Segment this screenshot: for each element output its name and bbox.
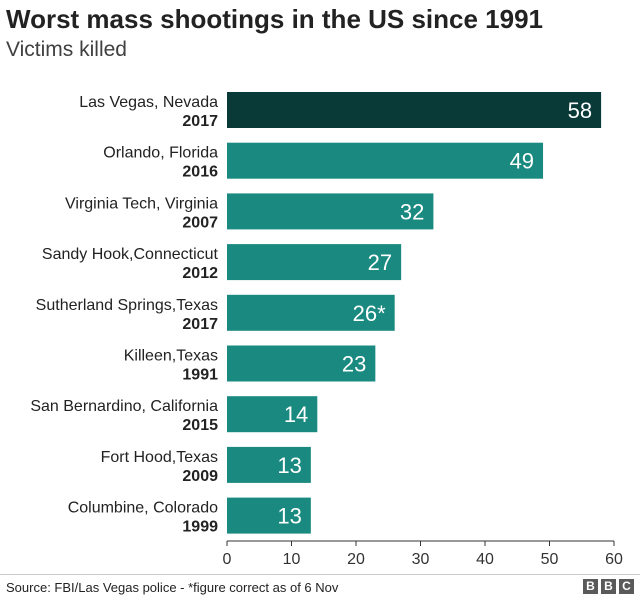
category-label: Sandy Hook,Connecticut [42, 246, 219, 263]
bbc-logo: B B C [583, 579, 634, 594]
category-label: Killeen,Texas [124, 348, 218, 365]
category-year-label: 2015 [182, 417, 218, 434]
bar-value-label: 13 [277, 453, 301, 478]
bar [227, 345, 376, 382]
bar-value-label: 49 [510, 149, 534, 174]
chart-subtitle: Victims killed [6, 38, 127, 61]
bar-value-label: 23 [342, 352, 366, 377]
bbc-logo-letter: B [583, 579, 598, 594]
category-label: Virginia Tech, Virginia [65, 195, 218, 212]
bar [227, 497, 311, 534]
bar [227, 396, 318, 433]
x-tick-label: 30 [412, 551, 430, 568]
x-tick-label: 50 [541, 551, 559, 568]
footer-divider [0, 574, 640, 575]
category-label: Las Vegas, Nevada [79, 94, 218, 111]
bar [227, 244, 402, 281]
category-year-label: 1999 [182, 519, 218, 536]
bar [227, 193, 434, 230]
bar-chart: 58 Las Vegas, Nevada 2017 49 Orlando, Florid… [30, 92, 623, 568]
category-label: Sutherland Springs,Texas [36, 297, 218, 314]
category-year-label: 2012 [182, 265, 218, 282]
chart-title: Worst mass shootings in the US since 199… [6, 4, 544, 34]
category-year-label: 2007 [182, 214, 218, 231]
x-tick-label: 10 [283, 551, 301, 568]
bar-value-label: 13 [277, 504, 301, 529]
bar-value-label: 58 [568, 98, 592, 123]
category-year-label: 2016 [182, 164, 218, 181]
x-tick-label: 0 [223, 551, 232, 568]
x-tick-label: 60 [605, 551, 623, 568]
category-year-label: 2017 [182, 316, 218, 333]
source-note: Source: FBI/Las Vegas police - *figure c… [6, 580, 339, 595]
bar [227, 446, 311, 483]
category-year-label: 2009 [182, 468, 218, 485]
bar-value-label: 27 [368, 250, 392, 275]
bar [227, 142, 544, 179]
category-year-label: 2017 [182, 113, 218, 130]
category-label: San Bernardino, California [30, 398, 218, 415]
bar-value-label: 32 [400, 199, 424, 224]
x-tick-label: 40 [476, 551, 494, 568]
bbc-logo-letter: B [601, 579, 616, 594]
bar-value-label: 14 [284, 402, 308, 427]
bar [227, 294, 395, 331]
bbc-logo-letter: C [619, 579, 634, 594]
category-label: Orlando, Florida [103, 145, 218, 162]
category-year-label: 1991 [182, 367, 218, 384]
bar [227, 92, 602, 128]
category-label: Columbine, Colorado [68, 500, 218, 517]
category-label: Fort Hood,Texas [101, 449, 218, 466]
x-tick-label: 20 [347, 551, 365, 568]
bar-value-label: 26* [353, 301, 386, 326]
